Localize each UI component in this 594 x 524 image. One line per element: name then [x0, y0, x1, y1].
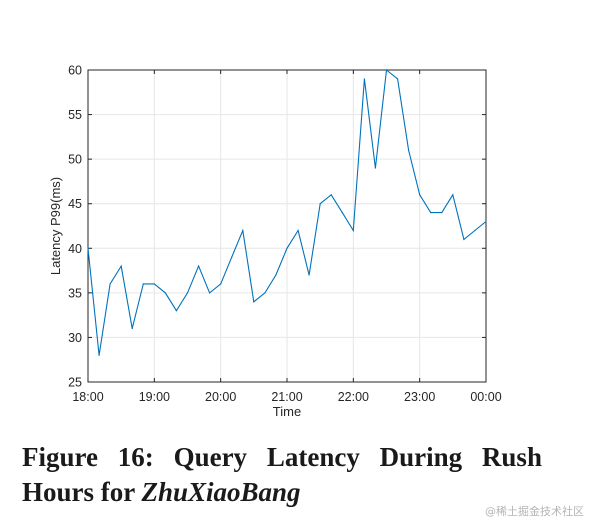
caption-word: Figure — [22, 442, 98, 472]
caption-line-1: Figure 16: Query Latency During Rush — [22, 440, 542, 475]
x-tick-label: 19:00 — [139, 390, 170, 404]
data-point — [286, 247, 288, 249]
data-point — [87, 247, 89, 249]
data-point — [231, 256, 233, 258]
x-tick-label: 23:00 — [404, 390, 435, 404]
data-point — [452, 194, 454, 196]
caption-word: During — [379, 442, 463, 472]
data-point — [474, 229, 476, 232]
data-point — [308, 274, 310, 276]
latency-line-chart: 18:00 19:00 20:00 21:00 22:00 23:00 00:00 25 30 3… — [48, 64, 502, 420]
data-point — [275, 274, 277, 276]
watermark: @稀土掘金技术社区 — [485, 505, 584, 518]
data-point — [153, 283, 155, 285]
data-point — [242, 229, 244, 232]
y-tick-label: 25 — [68, 376, 82, 390]
data-point — [363, 78, 366, 80]
caption-prefix: Hours for — [22, 477, 142, 507]
data-point — [98, 354, 100, 356]
x-tick-label: 18:00 — [72, 390, 103, 404]
data-point — [407, 149, 410, 151]
caption-word: 16: — [117, 442, 154, 472]
data-point — [396, 78, 399, 80]
data-point — [319, 203, 321, 205]
figure-caption: Figure 16: Query Latency During Rush Hours fo… — [22, 440, 542, 510]
y-tick-label: 60 — [68, 64, 82, 78]
y-tick-label: 40 — [68, 242, 82, 256]
x-tick-label: 22:00 — [338, 390, 369, 404]
data-point — [463, 238, 465, 240]
data-point — [164, 292, 167, 294]
data-point — [120, 265, 122, 267]
data-point — [441, 212, 443, 214]
y-axis-label: Latency P99(ms) — [48, 177, 63, 275]
caption-word: Latency — [266, 442, 360, 472]
chart-grid — [87, 69, 487, 383]
data-series — [87, 68, 487, 356]
data-point — [419, 194, 421, 196]
caption-word: Rush — [481, 442, 542, 472]
x-axis-label: Time — [273, 404, 301, 419]
data-point — [186, 292, 189, 294]
y-tick-label: 45 — [68, 197, 82, 211]
caption-line-2: Hours for ZhuXiaoBang — [22, 475, 542, 510]
caption-system-name: ZhuXiaoBang — [141, 477, 301, 507]
data-point — [109, 283, 111, 285]
y-tick-label: 35 — [68, 286, 82, 300]
data-point — [352, 229, 354, 232]
y-tick-label: 50 — [68, 153, 82, 167]
data-point — [430, 212, 432, 214]
x-tick-label: 00:00 — [470, 390, 501, 404]
data-point — [374, 167, 377, 169]
data-point — [297, 229, 299, 232]
data-point — [175, 310, 178, 312]
x-tick-label: 20:00 — [205, 390, 236, 404]
x-tick-label: 21:00 — [271, 390, 302, 404]
data-point — [341, 212, 343, 214]
data-point — [197, 265, 200, 267]
axis-ticks: 18:00 19:00 20:00 21:00 22:00 23:00 00:00 25 30 3… — [68, 64, 502, 405]
data-point — [220, 283, 222, 285]
data-point — [330, 194, 332, 196]
data-point — [131, 327, 133, 330]
y-tick-label: 55 — [68, 108, 82, 122]
data-point — [208, 292, 211, 294]
data-point — [264, 292, 266, 294]
data-point — [142, 283, 144, 285]
data-point — [485, 220, 487, 223]
y-tick-label: 30 — [68, 331, 82, 345]
data-point — [385, 69, 388, 71]
caption-word: Query — [173, 442, 248, 472]
data-point — [253, 301, 255, 303]
